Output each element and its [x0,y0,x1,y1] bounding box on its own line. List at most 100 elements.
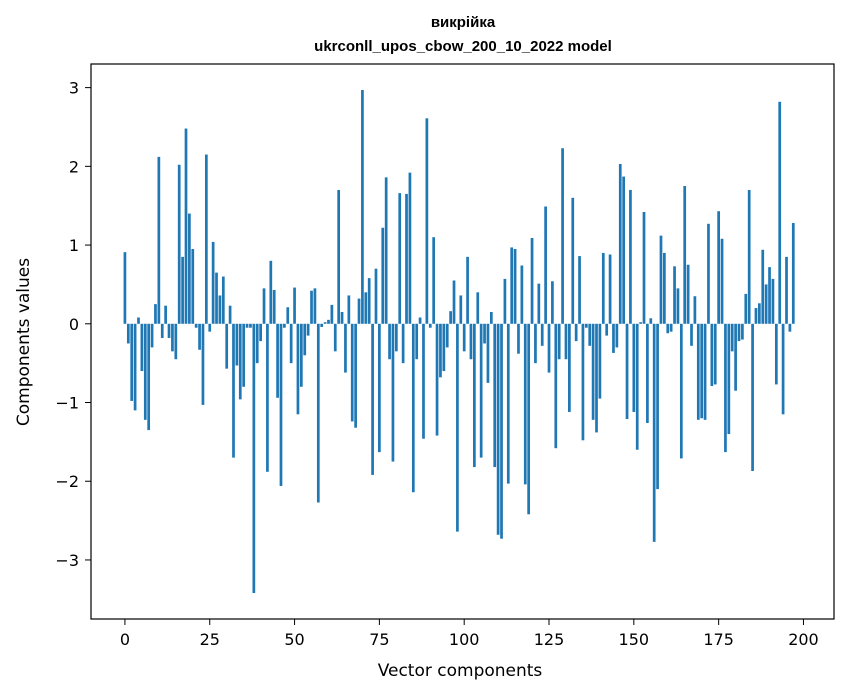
bar-106 [483,323,486,344]
y-axis-ticks: −3 −2 −1 0 1 2 3 [55,79,91,570]
y-tick-label: 1 [69,236,79,255]
bar-35 [242,323,246,387]
bar-165 [683,186,687,324]
bar-176 [720,238,724,324]
x-tick-label: 75 [369,630,389,649]
bar-20 [191,249,195,324]
bar-159 [663,252,666,324]
bar-96 [449,311,452,324]
bar-110 [496,323,500,535]
y-tick-label: −1 [55,394,79,413]
bar-193 [778,101,782,324]
bar-148 [625,323,629,420]
bar-132 [571,197,575,324]
bar-181 [737,323,741,342]
bar-51 [296,323,300,415]
x-axis-label: Vector components [378,661,543,681]
bar-162 [673,266,676,324]
chart-subtitle: ukrconll_upos_cbow_200_10_2022 model [314,38,612,55]
bar-175 [717,211,720,324]
bar-46 [279,323,283,486]
bar-150 [632,323,636,412]
bar-149 [629,189,632,324]
bar-80 [394,323,398,352]
bar-89 [425,118,429,324]
bar-125 [547,323,551,373]
bar-29 [221,276,225,324]
bar-177 [724,323,727,453]
x-axis-ticks: 0 25 50 75 100 125 150 175 200 [120,619,819,649]
bar-41 [262,288,266,324]
bar-3 [133,323,137,411]
bar-129 [561,148,564,324]
bar-180 [734,323,737,391]
bar-121 [534,323,537,364]
bar-140 [598,323,602,399]
bar-195 [785,256,788,324]
x-tick-label: 200 [788,630,819,649]
bar-79 [391,323,395,462]
bar-128 [557,323,561,360]
bar-169 [696,323,700,420]
bar-133 [574,323,578,342]
bar-77 [384,177,388,324]
bar-103 [473,323,476,468]
y-axis-label: Components values [14,258,34,426]
bar-82 [401,323,405,364]
bar-2 [130,323,134,401]
bar-7 [147,323,151,431]
bar-21 [194,323,198,328]
bar-72 [367,278,371,324]
bar-131 [568,323,571,412]
bar-134 [578,256,581,324]
bar-61 [330,304,334,324]
bar-49 [289,323,293,364]
bar-127 [554,323,558,449]
bar-83 [405,193,408,324]
chart-title: викрійка [431,14,496,31]
bar-164 [679,323,683,459]
bar-191 [771,278,775,324]
bar-170 [700,323,704,419]
bar-42 [266,323,269,472]
bar-91 [432,237,436,324]
bar-136 [584,323,588,328]
bar-108 [489,311,493,324]
bar-12 [164,305,167,324]
bar-172 [707,223,710,324]
bar-144 [612,323,615,353]
bar-139 [595,323,598,433]
bar-25 [208,323,212,332]
bar-152 [639,322,642,324]
bar-194 [781,323,785,415]
bar-142 [605,323,609,336]
bar-85 [411,323,415,493]
bar-23 [201,323,205,405]
bar-43 [269,260,273,324]
bar-112 [503,278,507,324]
bar-34 [238,323,242,400]
x-tick-label: 0 [120,630,130,649]
bar-197 [791,223,795,324]
bar-16 [177,164,181,324]
bar-76 [381,227,385,324]
bar-55 [310,290,313,324]
bar-47 [283,323,286,328]
bar-102 [469,323,473,360]
bar-17 [181,256,184,324]
bar-155 [649,318,653,324]
bar-100 [462,323,466,352]
bar-141 [601,252,605,324]
bar-178 [727,323,731,434]
bar-111 [500,323,503,539]
bar-71 [364,292,368,324]
bar-94 [442,323,446,372]
bar-28 [218,295,222,324]
bar-4 [137,317,140,324]
bar-13 [167,323,171,338]
bar-186 [754,308,758,324]
bar-92 [435,323,439,436]
bar-58 [320,323,324,327]
